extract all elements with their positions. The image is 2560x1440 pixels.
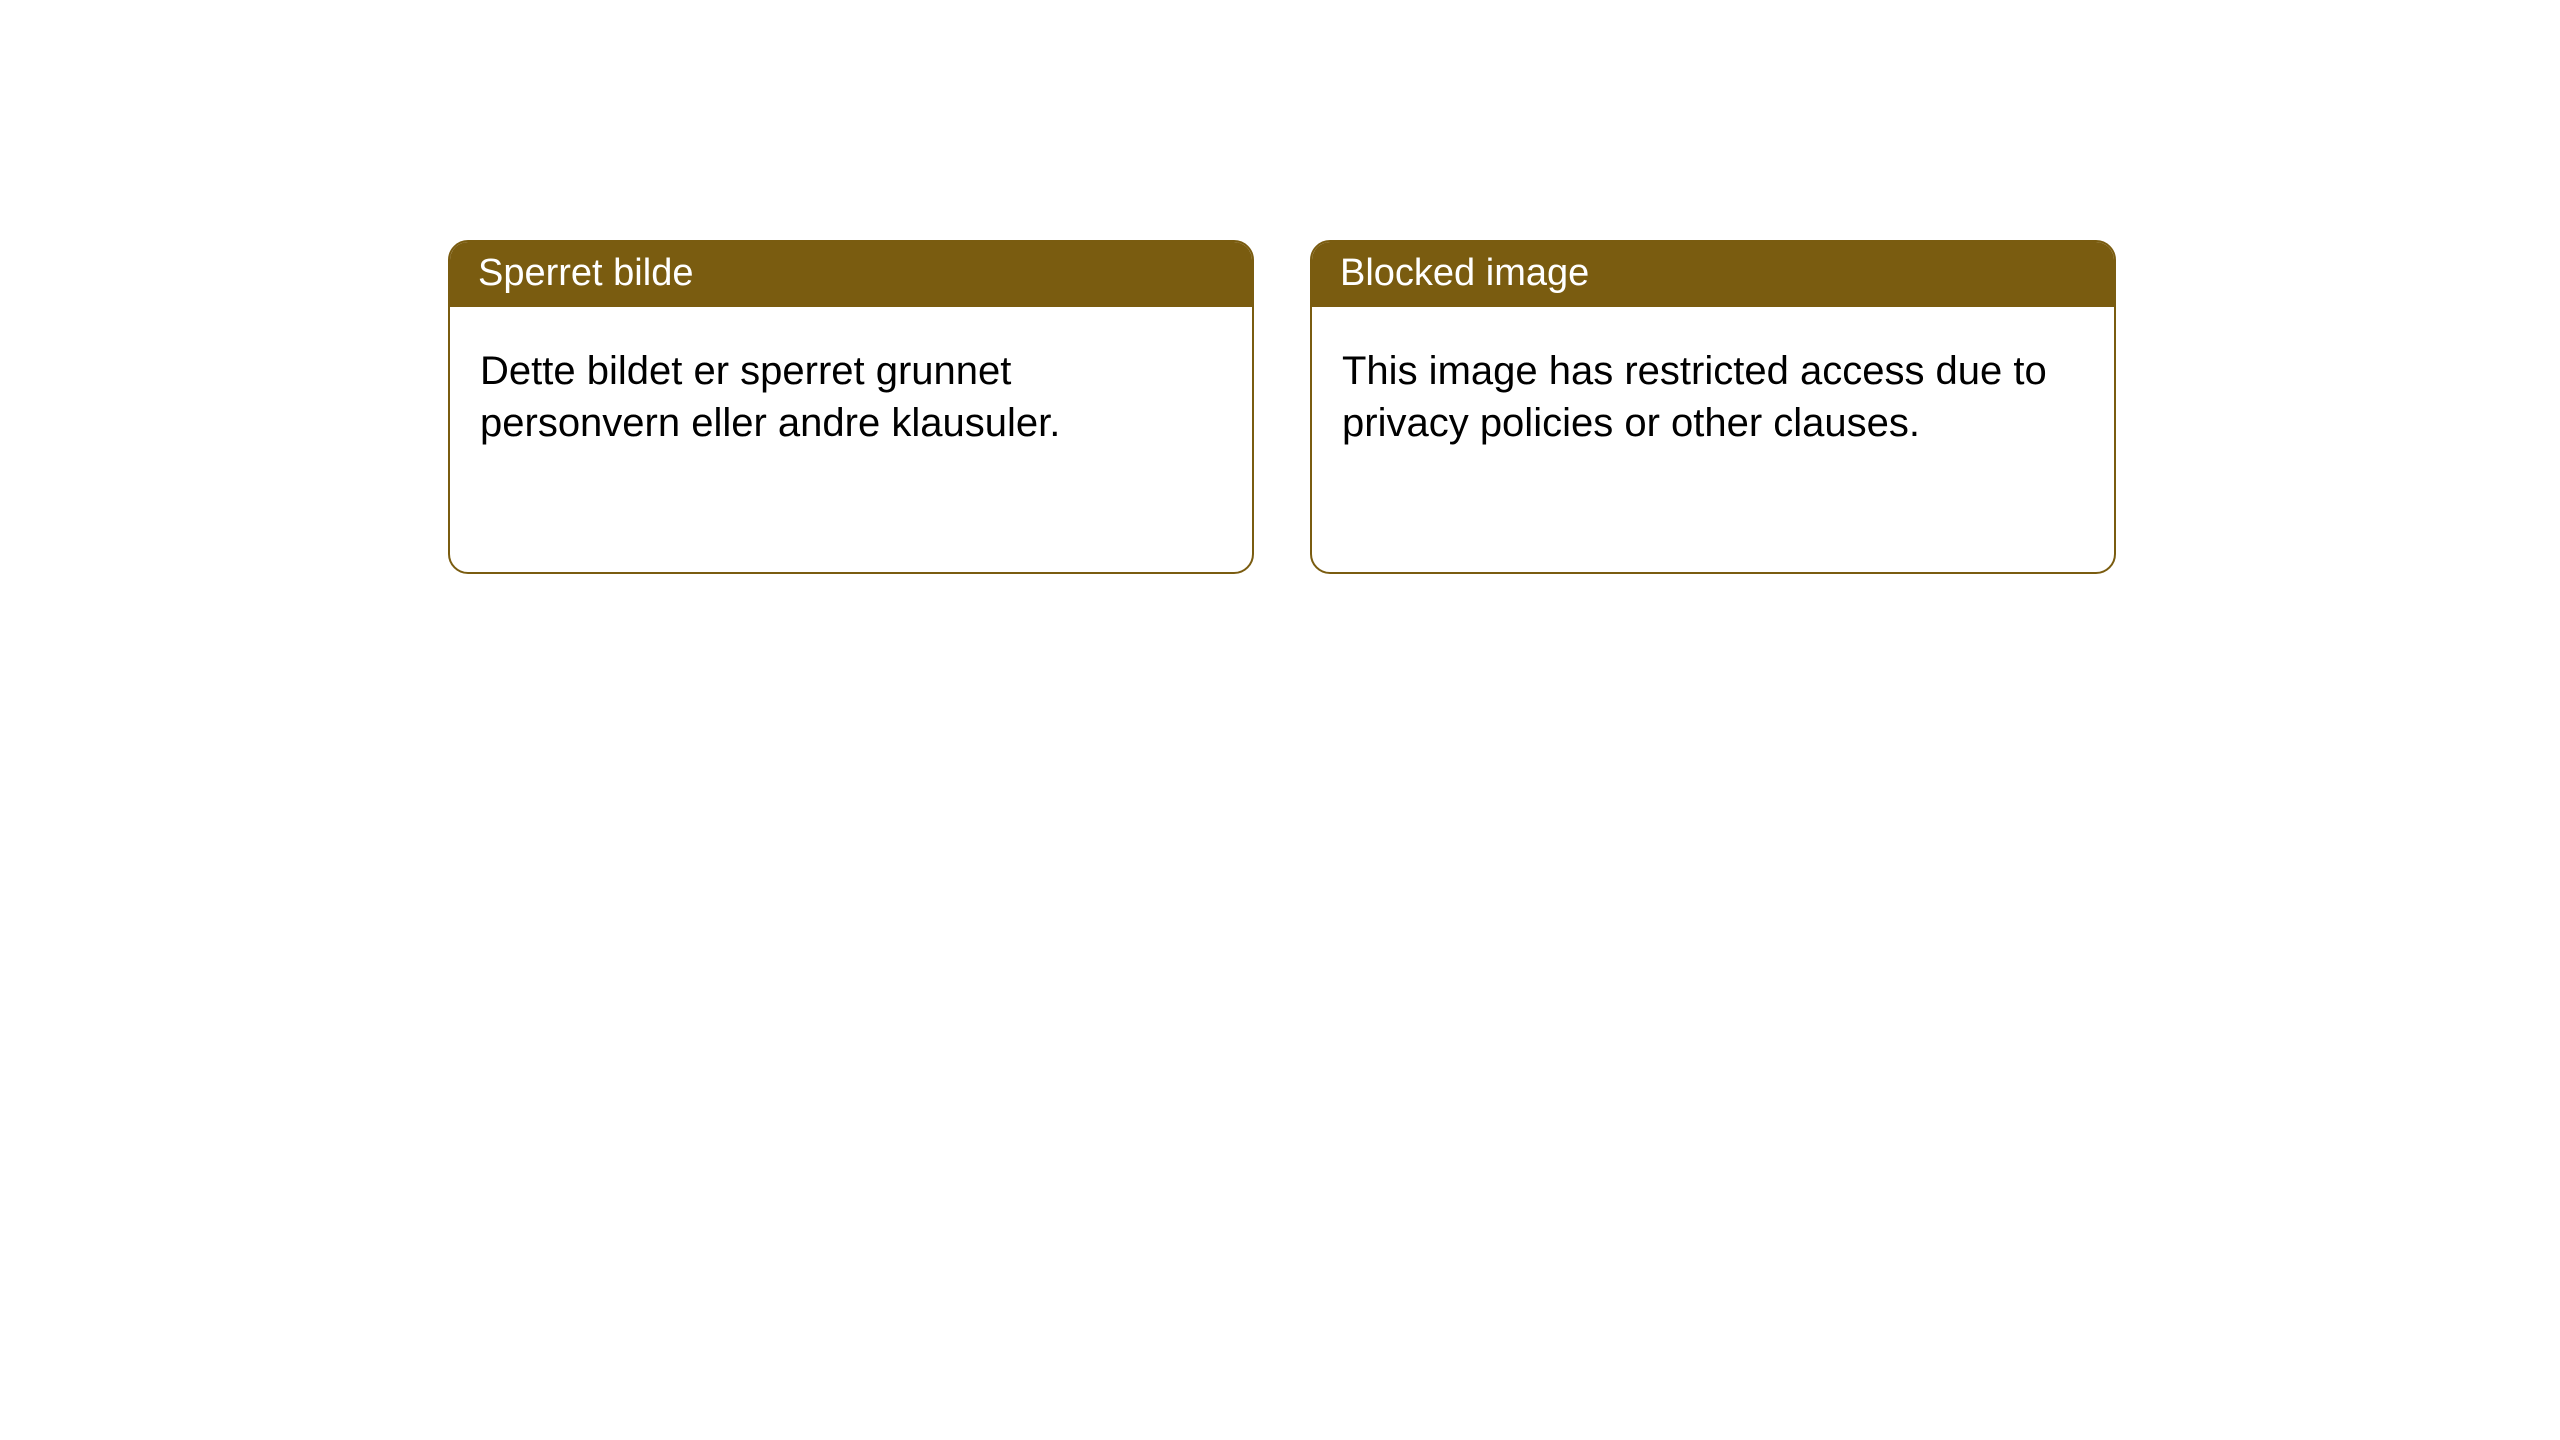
notice-card-body: This image has restricted access due to … (1312, 307, 2114, 479)
notice-card-body: Dette bildet er sperret grunnet personve… (450, 307, 1252, 479)
notice-card-header: Blocked image (1312, 242, 2114, 307)
notice-container: Sperret bilde Dette bildet er sperret gr… (0, 0, 2560, 574)
notice-message: This image has restricted access due to … (1342, 349, 2047, 445)
notice-card-header: Sperret bilde (450, 242, 1252, 307)
notice-card-norwegian: Sperret bilde Dette bildet er sperret gr… (448, 240, 1254, 574)
notice-message: Dette bildet er sperret grunnet personve… (480, 349, 1060, 445)
notice-card-english: Blocked image This image has restricted … (1310, 240, 2116, 574)
notice-title: Sperret bilde (478, 252, 693, 294)
notice-title: Blocked image (1340, 252, 1589, 294)
